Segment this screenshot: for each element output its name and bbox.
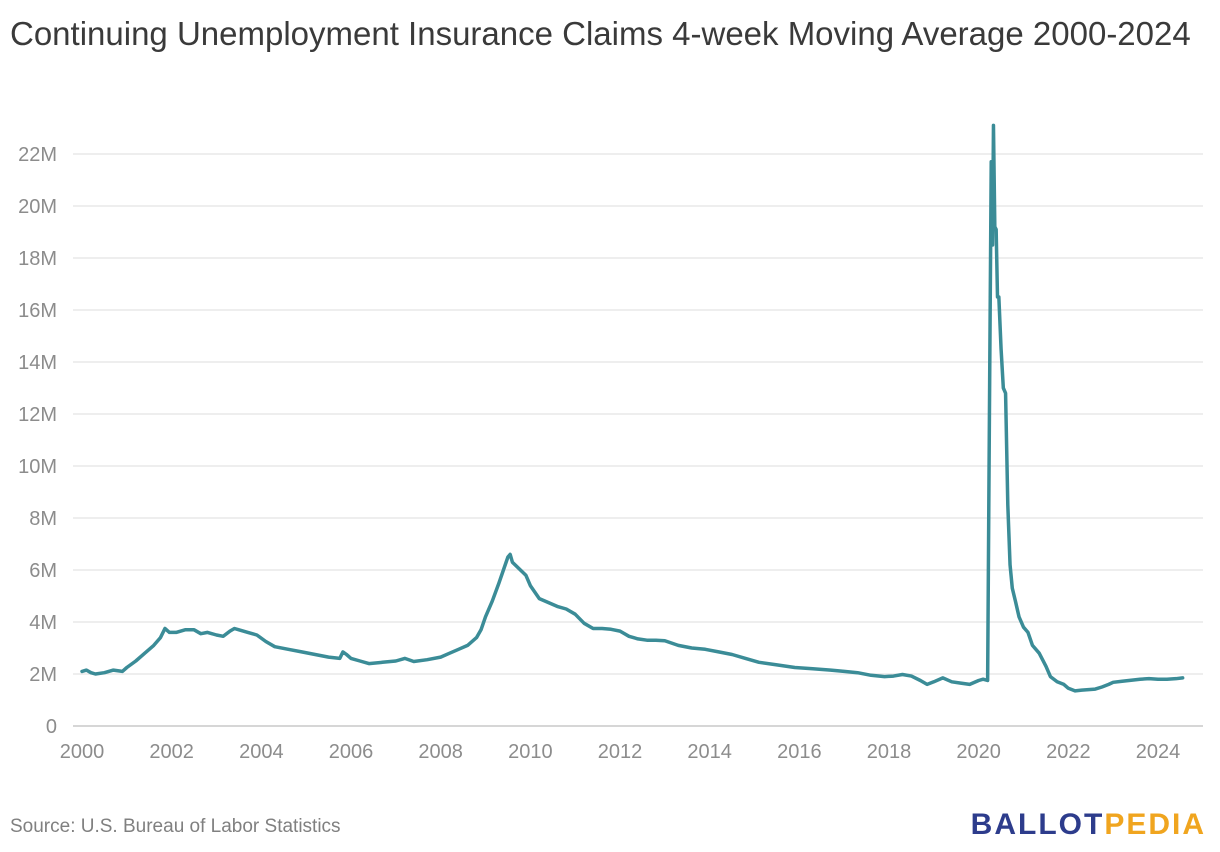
logo-part-ballot: BALLOT: [970, 808, 1105, 841]
y-tick-label: 4M: [29, 612, 57, 634]
y-tick-label: 22M: [18, 144, 57, 166]
y-tick-label: 16M: [18, 300, 57, 322]
y-tick-label: 14M: [18, 352, 57, 374]
source-note: Source: U.S. Bureau of Labor Statistics: [10, 816, 341, 837]
x-tick-label: 2022: [1046, 741, 1091, 763]
axis-tick-labels: 0 2M 4M 6M 8M 10M 12M 14M 16M 18M 20M 22M 2000 2002 20…: [18, 144, 1180, 763]
ballotpedia-logo: BALLOTPEDIA: [971, 808, 1206, 842]
x-tick-label: 2000: [60, 741, 105, 763]
x-tick-label: 2018: [867, 741, 912, 763]
x-tick-label: 2002: [149, 741, 194, 763]
y-tick-label: 10M: [18, 456, 57, 478]
series-layer: [80, 123, 1185, 693]
series-line: [80, 123, 1185, 693]
y-tick-label: 6M: [29, 560, 57, 582]
logo-part-pedia: PEDIA: [1104, 808, 1206, 841]
y-tick-label: 0: [46, 716, 57, 738]
x-tick-label: 2006: [329, 741, 374, 763]
x-tick-label: 2024: [1136, 741, 1181, 763]
x-tick-label: 2012: [598, 741, 643, 763]
y-tick-label: 2M: [29, 664, 57, 686]
x-tick-label: 2016: [777, 741, 822, 763]
x-tick-label: 2014: [687, 741, 732, 763]
x-tick-label: 2004: [239, 741, 284, 763]
x-tick-label: 2020: [956, 741, 1001, 763]
x-tick-label: 2010: [508, 741, 553, 763]
chart-title: Continuing Unemployment Insurance Claims…: [10, 15, 1191, 52]
y-tick-label: 18M: [18, 248, 57, 270]
y-tick-label: 20M: [18, 196, 57, 218]
y-tick-label: 8M: [29, 508, 57, 530]
gridlines: [73, 153, 1203, 727]
x-tick-label: 2008: [418, 741, 463, 763]
y-tick-label: 12M: [18, 404, 57, 426]
